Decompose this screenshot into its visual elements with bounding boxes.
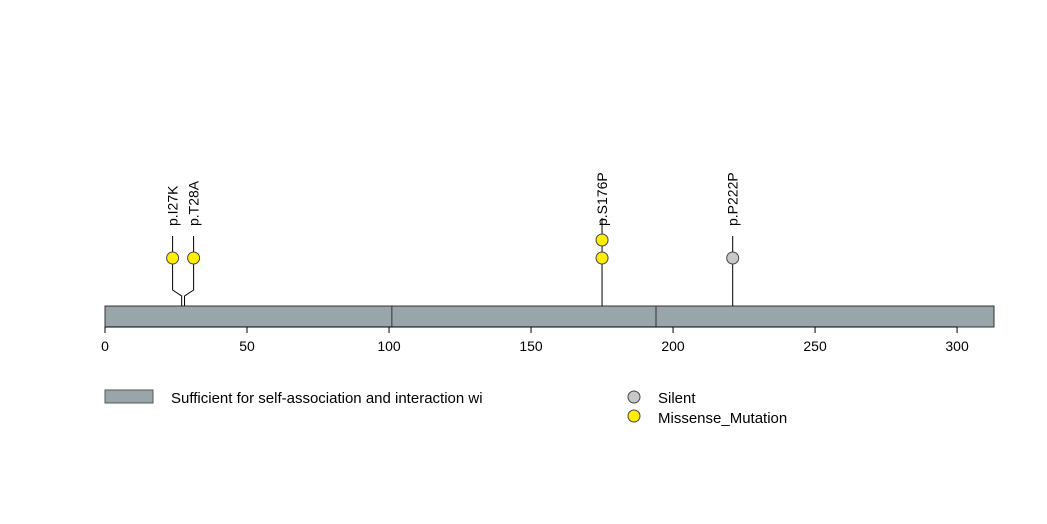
mutation-label: p.I27K: [165, 185, 181, 226]
lollipop-stem: [184, 236, 195, 306]
x-tick-label: 200: [661, 338, 685, 354]
protein-backbone: [104, 305, 995, 328]
x-tick-label: 0: [101, 338, 109, 354]
lollipop-head: [595, 251, 609, 265]
x-tick-label: 300: [945, 338, 969, 354]
x-tick-label: 50: [239, 338, 255, 354]
legend-silent-swatch: [627, 390, 641, 404]
x-axis: 0 50 100 150 200 250 300: [101, 326, 969, 354]
legend-domain-swatch: [104, 389, 154, 404]
mutation-label: p.P222P: [725, 172, 741, 226]
lollipop-stem: [172, 236, 183, 306]
lollipop-head: [166, 251, 180, 265]
mutation-label: p.S176P: [594, 172, 610, 226]
x-tick-label: 100: [377, 338, 401, 354]
protein-backbone-layer: [104, 305, 995, 328]
legend: Sufficient for self-association and inte…: [104, 389, 787, 427]
x-tick-label: 150: [519, 338, 543, 354]
lollipop-head: [187, 251, 201, 265]
x-tick-label: 250: [803, 338, 827, 354]
legend-silent-label: Silent: [658, 390, 696, 407]
legend-domain-label: Sufficient for self-association and inte…: [171, 390, 483, 407]
lollipop-heads: [166, 233, 740, 265]
lollipop-head: [726, 251, 740, 265]
mutation-label: p.T28A: [186, 180, 202, 226]
mutation-labels: p.I27K p.T28A p.S176P p.P222P: [165, 172, 741, 226]
legend-missense-label: Missense_Mutation: [658, 410, 787, 427]
lollipop-stems: [172, 218, 734, 306]
lollipop-head: [595, 233, 609, 247]
legend-missense-swatch: [627, 409, 641, 423]
